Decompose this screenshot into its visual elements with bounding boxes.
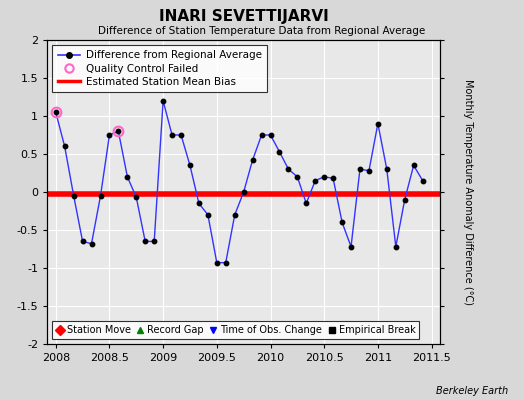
Title: INARI SEVETTIJARVI: INARI SEVETTIJARVI [159,8,329,24]
Text: Berkeley Earth: Berkeley Earth [436,386,508,396]
Text: Difference of Station Temperature Data from Regional Average: Difference of Station Temperature Data f… [99,26,425,36]
Legend: Station Move, Record Gap, Time of Obs. Change, Empirical Break: Station Move, Record Gap, Time of Obs. C… [52,321,419,339]
Y-axis label: Monthly Temperature Anomaly Difference (°C): Monthly Temperature Anomaly Difference (… [463,79,473,305]
